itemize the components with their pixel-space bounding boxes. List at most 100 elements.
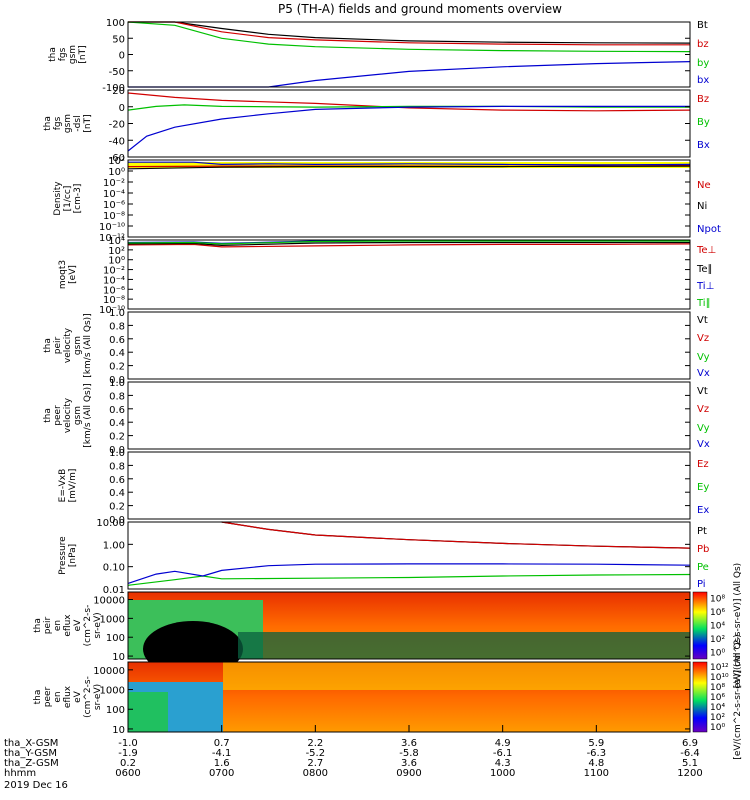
colorbar-tick-label: 10⁰: [710, 723, 725, 733]
y-axis-label: [km/s (All Qs)]: [83, 313, 93, 377]
y-axis-label: tha: [33, 690, 43, 705]
y-axis-label: eflux: [63, 685, 73, 708]
quality-flag-bar: [128, 162, 690, 168]
colorbar-tick-label: 10⁸: [710, 683, 725, 693]
y-tick-label: 1000: [100, 614, 125, 625]
y-axis-label: [nT]: [83, 114, 93, 132]
y-axis-label: tha: [43, 116, 53, 131]
x-axis-value: 2.2: [307, 738, 323, 749]
colorbar-tick-label: 10²: [710, 635, 725, 645]
panel-fgs_gsm_dsl: 20 0 -20 -40 -60 tha fgs gsm -dsl [nT] Bz By Bx: [43, 86, 710, 164]
colorbar-tick-label: 10⁰: [710, 648, 725, 658]
x-axis-row-label: hhmm: [4, 768, 36, 779]
legend-Vz: Vz: [697, 404, 709, 415]
x-axis-value: -6.1: [493, 748, 513, 759]
y-tick-label: 10⁰: [108, 256, 125, 267]
panel-frame: [127, 591, 691, 660]
panel-frame: [127, 521, 691, 590]
legend-Bx: Bx: [697, 140, 710, 151]
y-tick-label: 10⁻⁶: [103, 200, 125, 211]
y-tick-label: -20: [109, 120, 125, 131]
colorbar: [692, 591, 708, 660]
series-Bt-line: [128, 21, 691, 44]
series-bz-line: [128, 21, 690, 46]
legend-Te∥: Te∥: [696, 264, 713, 275]
panel-density: 10²10⁰10⁻²10⁻⁴10⁻⁶10⁻⁸10⁻¹⁰10⁻¹²Density[…: [53, 156, 721, 244]
y-axis-label: gsm: [63, 114, 73, 133]
colorbar-tick-label: 10⁶: [710, 608, 725, 618]
series-Pt-line: [221, 521, 691, 549]
series-Te⊥-line: [127, 243, 691, 248]
legend-Ni: Ni: [697, 201, 707, 212]
series-Te∥-line: [127, 241, 690, 247]
y-tick-label: 50: [112, 34, 125, 45]
y-axis-label: Density: [53, 181, 63, 216]
series-Ti∥-line: [127, 240, 690, 245]
y-tick-label: 0.8: [109, 321, 125, 332]
y-axis-label: velocity: [63, 327, 73, 363]
x-axis-value: 1.6: [214, 758, 230, 769]
colorbar-tick-label: 10¹²: [710, 663, 729, 673]
panel-frame: [127, 239, 691, 310]
x-axis-value: 1000: [490, 768, 515, 779]
y-axis-label: Pressure: [58, 536, 68, 575]
legend-Vx: Vx: [697, 368, 710, 379]
y-axis-label: peer: [43, 686, 53, 707]
x-axis-row-label: tha_Z-GSM: [4, 758, 59, 769]
x-axis-row-label: tha_X-GSM: [4, 738, 58, 749]
series-Ni-line: [127, 165, 691, 170]
y-tick-label: -50: [109, 67, 125, 78]
y-axis-label: [mV/m]: [68, 469, 78, 503]
y-tick-label: 10⁻¹⁰: [99, 222, 125, 233]
legend-Ey: Ey: [697, 482, 709, 493]
y-axis-label: en: [53, 691, 63, 702]
x-axis-value: 4.3: [495, 758, 511, 769]
legend-Vt: Vt: [697, 315, 708, 326]
y-tick-label: 0.2: [109, 362, 125, 373]
panel-frame: [127, 451, 691, 520]
y-tick-label: 10⁻²: [103, 178, 125, 189]
legend-Pe: Pe: [697, 562, 709, 573]
y-axis-label: tha: [43, 408, 53, 423]
colorbar-label: [eV/(cm^2-s-sr-eV)] (All Qs): [733, 634, 743, 759]
colorbar-tick-label: 10⁸: [710, 595, 725, 605]
y-tick-label: 0.4: [109, 488, 125, 499]
legend-Ne: Ne: [697, 180, 711, 191]
series-Pb-line: [221, 521, 691, 549]
heatmap-sparse-region: [238, 632, 690, 659]
legend-By: By: [697, 117, 710, 128]
y-tick-label: 10: [112, 725, 125, 736]
x-axis-value: 5.9: [588, 738, 604, 749]
y-axis-label: fgs: [53, 116, 63, 130]
x-axis-value: 3.6: [401, 758, 417, 769]
colorbar-tick-label: 10⁶: [710, 693, 725, 703]
y-axis-label: fgs: [58, 47, 68, 61]
x-axis-value: 0600: [115, 768, 140, 779]
y-tick-label: 10²: [108, 246, 125, 257]
y-tick-label: 10⁴: [108, 236, 125, 247]
x-axis-value: -1.0: [118, 738, 138, 749]
y-axis-label: tha: [48, 47, 58, 62]
y-tick-label: 0.2: [109, 432, 125, 443]
y-axis-label: (cm^2-s-: [83, 676, 93, 718]
x-axis-value: 0.7: [214, 738, 230, 749]
y-axis-label: peir: [43, 616, 53, 634]
figure-title: P5 (TH-A) fields and ground moments over…: [278, 2, 562, 16]
panel-fgs_gsm: 100 50 0 -50 -100 tha fgs gsm [nT] Bt bz by bx: [48, 18, 709, 94]
x-axis-value: 4.8: [588, 758, 604, 769]
y-tick-label: -40: [109, 136, 125, 147]
y-tick-label: 0.0: [109, 375, 125, 386]
y-tick-label: 10⁻¹⁰: [99, 305, 125, 316]
x-axis-value: 3.6: [401, 738, 417, 749]
legend-bz: bz: [697, 39, 709, 50]
x-axis-value: 0.2: [120, 758, 136, 769]
y-tick-label: 10⁻⁶: [103, 285, 125, 296]
y-tick-label: 10000: [93, 596, 125, 607]
legend-Vz: Vz: [697, 333, 709, 344]
panel-frame: [127, 381, 691, 450]
y-tick-label: 0.6: [109, 335, 125, 346]
y-axis-label: moqt3: [58, 260, 68, 289]
y-tick-label: 0.01: [103, 585, 125, 596]
legend-Vy: Vy: [697, 352, 710, 363]
series-Bz-line: [127, 92, 691, 112]
